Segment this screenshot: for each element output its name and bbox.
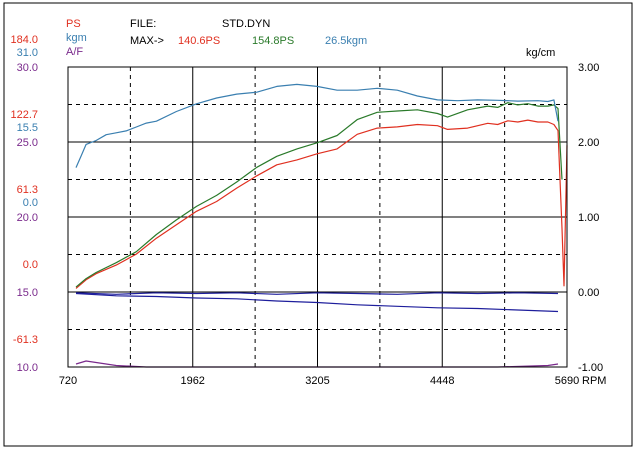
ps-curve xyxy=(75,119,568,289)
boost-tick-label: 2.00 xyxy=(578,137,599,149)
x-tick-label: 1962 xyxy=(180,375,204,387)
boost-curve xyxy=(75,292,559,313)
x-unit-label: RPM xyxy=(582,375,606,387)
right-unit-label: kg/cm xyxy=(526,47,555,59)
kgm-curve xyxy=(75,83,559,168)
ps-scale-label: -61.3 xyxy=(13,334,38,346)
file-name: STD.DYN xyxy=(222,18,270,30)
max-label: MAX-> xyxy=(130,35,164,47)
kgm-scale-label: 0.0 xyxy=(23,197,38,209)
x-tick-label: 720 xyxy=(59,375,77,387)
ps-label: PS xyxy=(66,18,81,30)
boost-tick-label: 3.00 xyxy=(578,62,599,74)
plot-frame xyxy=(67,66,568,368)
af-scale-label: 15.0 xyxy=(17,287,38,299)
af-scale-label: 20.0 xyxy=(17,212,38,224)
x-tick-label: 4448 xyxy=(430,375,454,387)
boost2-curve xyxy=(75,292,559,295)
af-scale-label: 10.0 xyxy=(17,362,38,374)
x-tick-label: 5690 xyxy=(555,375,579,387)
max-ps-value: 140.6PS xyxy=(178,35,220,47)
kgm-label: kgm xyxy=(66,32,87,44)
kgm-scale-label: 31.0 xyxy=(17,47,38,59)
boost-tick-label: 0.00 xyxy=(578,287,599,299)
af-scale-label: 30.0 xyxy=(17,62,38,74)
ps-scale-label: 61.3 xyxy=(17,184,38,196)
ps-scale-label: 122.7 xyxy=(10,109,38,121)
max-ps2-value: 154.8PS xyxy=(252,35,294,47)
max-kgm-value: 26.5kgm xyxy=(325,35,367,47)
kgm-scale-label: 15.5 xyxy=(17,122,38,134)
file-label: FILE: xyxy=(130,18,156,30)
ps-scale-label: 184.0 xyxy=(10,34,38,46)
boost-tick-label: -1.00 xyxy=(578,362,603,374)
ps2-curve xyxy=(75,102,563,288)
af-scale-label: 25.0 xyxy=(17,137,38,149)
boost-tick-label: 1.00 xyxy=(578,212,599,224)
x-tick-label: 3205 xyxy=(305,375,329,387)
af-label: A/F xyxy=(66,46,83,58)
ps-scale-label: 0.0 xyxy=(23,259,38,271)
